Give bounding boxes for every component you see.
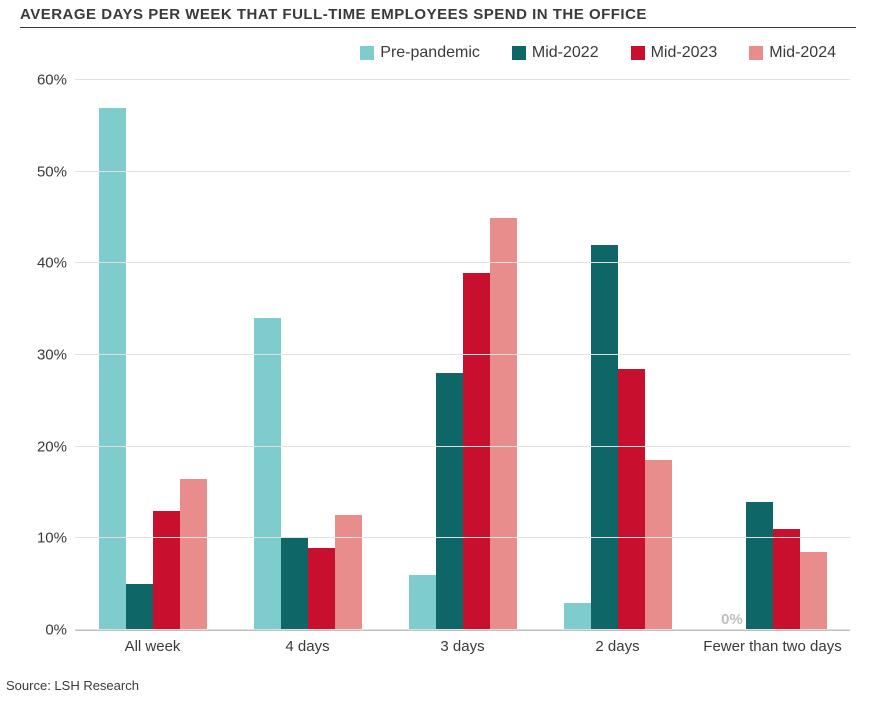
legend-label: Mid-2022: [532, 44, 599, 62]
bar: [254, 318, 281, 630]
y-tick-label: 10%: [37, 530, 75, 547]
bar-group: [540, 80, 695, 630]
bar-group: [385, 80, 540, 630]
bar-groups: 0%: [75, 80, 850, 630]
bar: [335, 515, 362, 630]
bar: [618, 369, 645, 630]
bar-group: [230, 80, 385, 630]
plot-area: 0% All week4 days3 days2 daysFewer than …: [75, 80, 850, 631]
y-tick-label: 20%: [37, 438, 75, 455]
x-tick-label: Fewer than two days: [695, 638, 850, 655]
chart-title: AVERAGE DAYS PER WEEK THAT FULL-TIME EMP…: [20, 6, 856, 28]
gridline: [75, 171, 850, 172]
bar: [773, 529, 800, 630]
legend-swatch: [512, 46, 526, 60]
legend-label: Mid-2023: [651, 44, 718, 62]
legend-item: Mid-2022: [512, 44, 599, 62]
bar: [591, 245, 618, 630]
bar: [180, 479, 207, 630]
bar: [645, 460, 672, 630]
gridline: [75, 629, 850, 630]
y-tick-label: 30%: [37, 347, 75, 364]
x-tick-label: 3 days: [385, 638, 540, 655]
chart-container: AVERAGE DAYS PER WEEK THAT FULL-TIME EMP…: [0, 0, 876, 703]
source-text: Source: LSH Research: [6, 678, 139, 693]
bar: [463, 273, 490, 631]
legend-item: Mid-2023: [631, 44, 718, 62]
x-tick-label: 2 days: [540, 638, 695, 655]
bar: [436, 373, 463, 630]
bar: [564, 603, 591, 631]
gridline: [75, 262, 850, 263]
gridline: [75, 354, 850, 355]
legend-label: Mid-2024: [769, 44, 836, 62]
zero-label: 0%: [721, 611, 743, 628]
legend-item: Mid-2024: [749, 44, 836, 62]
bar: [409, 575, 436, 630]
gridline: [75, 79, 850, 80]
bar: [490, 218, 517, 631]
bar-group: 0%: [695, 80, 850, 630]
bar-group: [75, 80, 230, 630]
legend: Pre-pandemic Mid-2022 Mid-2023 Mid-2024: [360, 44, 836, 62]
y-tick-label: 0%: [45, 622, 75, 639]
legend-label: Pre-pandemic: [380, 44, 480, 62]
legend-swatch: [749, 46, 763, 60]
gridline: [75, 446, 850, 447]
x-tick-label: All week: [75, 638, 230, 655]
y-tick-label: 60%: [37, 72, 75, 89]
bar: [746, 502, 773, 630]
y-tick-label: 50%: [37, 163, 75, 180]
legend-swatch: [360, 46, 374, 60]
bar: [308, 548, 335, 631]
bar: [281, 538, 308, 630]
gridline: [75, 537, 850, 538]
bar: [99, 108, 126, 631]
legend-swatch: [631, 46, 645, 60]
legend-item: Pre-pandemic: [360, 44, 480, 62]
bar: [153, 511, 180, 630]
x-axis-labels: All week4 days3 days2 daysFewer than two…: [75, 638, 850, 655]
bar: [800, 552, 827, 630]
y-tick-label: 40%: [37, 255, 75, 272]
bar: [126, 584, 153, 630]
x-tick-label: 4 days: [230, 638, 385, 655]
